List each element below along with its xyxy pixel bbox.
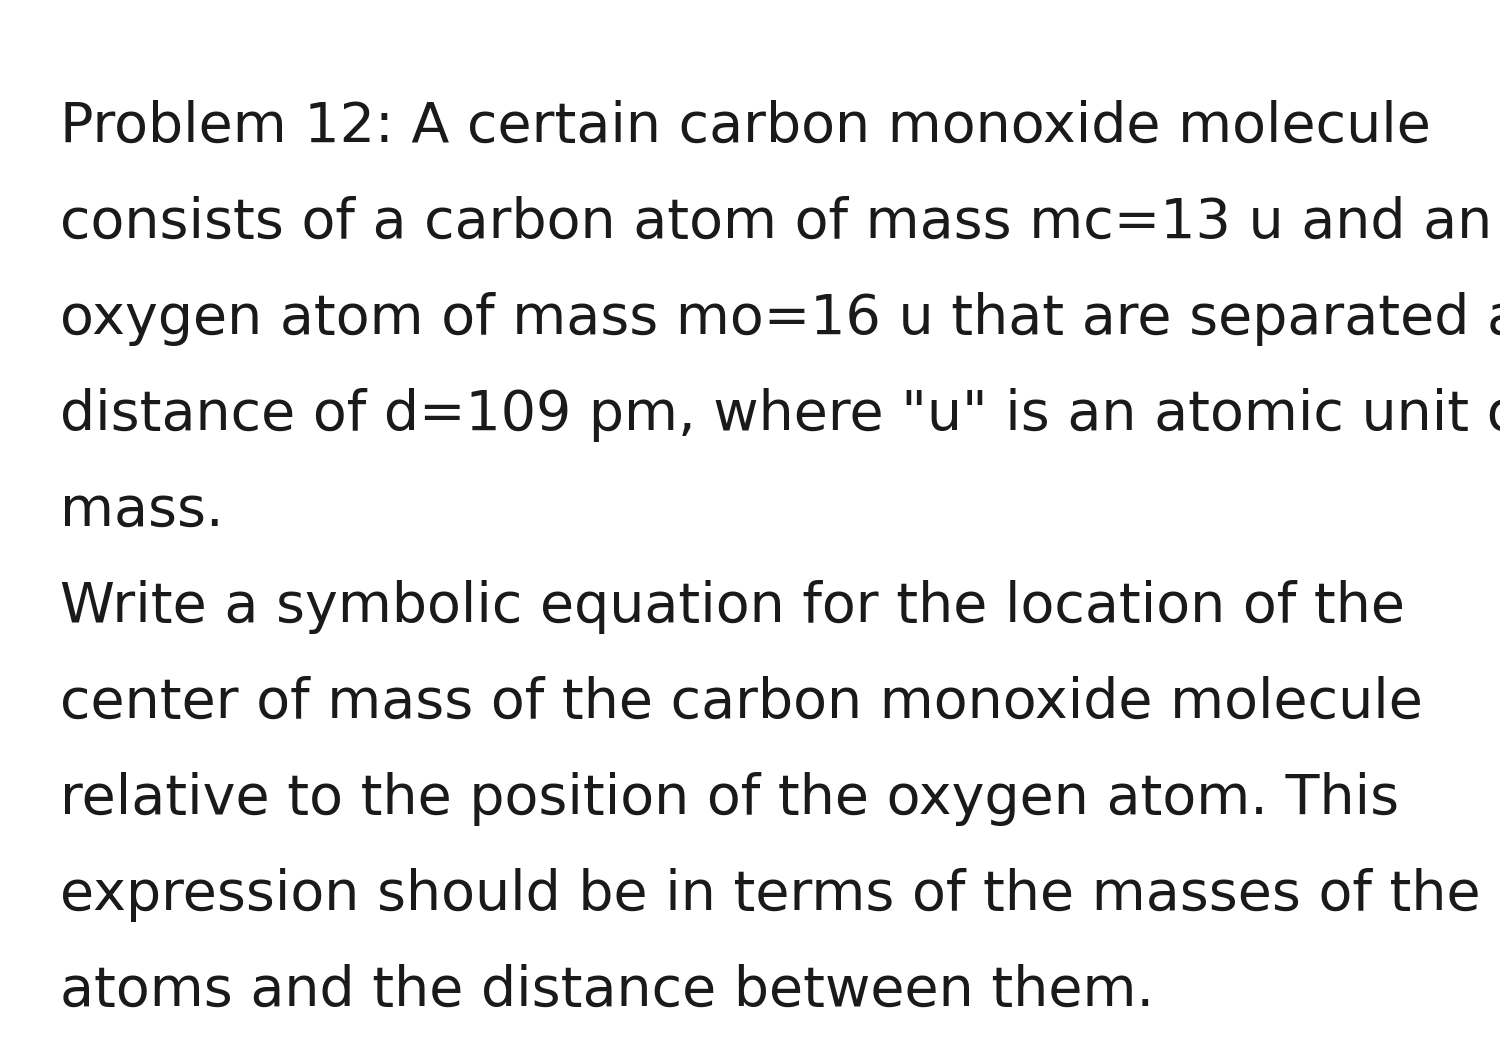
Text: center of mass of the carbon monoxide molecule: center of mass of the carbon monoxide mo… <box>60 676 1423 730</box>
Text: consists of a carbon atom of mass mc=13 u and an: consists of a carbon atom of mass mc=13 … <box>60 196 1492 250</box>
Text: oxygen atom of mass mo=16 u that are separated a: oxygen atom of mass mo=16 u that are sep… <box>60 292 1500 346</box>
Text: distance of d=109 pm, where "u" is an atomic unit of: distance of d=109 pm, where "u" is an at… <box>60 388 1500 442</box>
Text: mass.: mass. <box>60 484 223 538</box>
Text: Problem 12: A certain carbon monoxide molecule: Problem 12: A certain carbon monoxide mo… <box>60 100 1431 154</box>
Text: Write a symbolic equation for the location of the: Write a symbolic equation for the locati… <box>60 580 1406 634</box>
Text: relative to the position of the oxygen atom. This: relative to the position of the oxygen a… <box>60 772 1400 826</box>
Text: atoms and the distance between them.: atoms and the distance between them. <box>60 964 1154 1018</box>
Text: expression should be in terms of the masses of the: expression should be in terms of the mas… <box>60 868 1480 922</box>
